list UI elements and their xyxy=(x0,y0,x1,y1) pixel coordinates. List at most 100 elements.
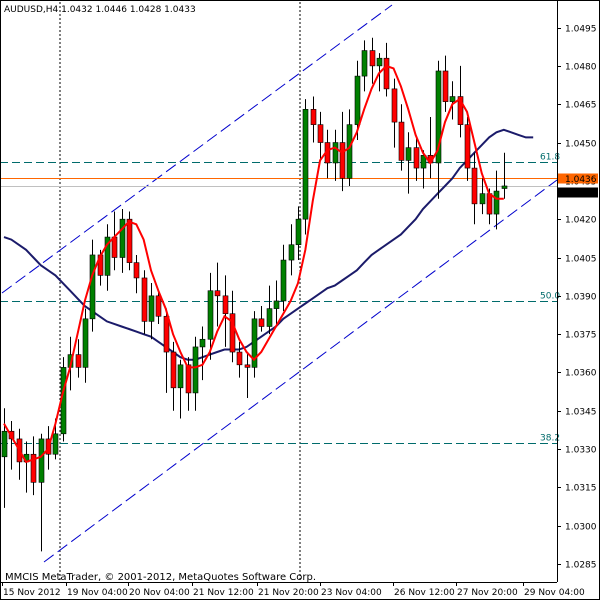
candle-body xyxy=(339,142,346,179)
candle-body xyxy=(155,295,162,317)
x-tick-label: 29 Nov 04:00 xyxy=(524,588,585,598)
y-tick-label: 1.0390 xyxy=(565,293,597,303)
fast-ma-line xyxy=(3,64,504,464)
bullish-candle xyxy=(288,224,295,276)
candle-body xyxy=(457,96,464,125)
bullish-candle xyxy=(501,152,508,199)
y-tick-label: 1.0480 xyxy=(565,63,597,73)
bearish-candle xyxy=(383,42,390,97)
bullish-candle xyxy=(38,433,45,552)
y-tick-label: 1.0360 xyxy=(565,369,597,379)
fib-level-label: 38.2 xyxy=(540,434,560,444)
bid-price-box xyxy=(558,173,598,184)
bearish-candle xyxy=(317,111,324,161)
bullish-candle xyxy=(251,311,258,378)
y-tick-label: 1.0420 xyxy=(565,216,597,226)
x-tick-label: 23 Nov 04:00 xyxy=(321,588,382,598)
fast-moving-average xyxy=(3,64,504,464)
price-labels: 1.0436 1.0433 xyxy=(558,173,598,199)
candle-body xyxy=(383,57,390,90)
candle-body xyxy=(317,124,324,143)
bearish-candle xyxy=(185,357,192,411)
bullish-candle xyxy=(273,280,280,327)
candle-body xyxy=(464,124,471,169)
candle-body xyxy=(185,364,192,394)
bullish-candle xyxy=(361,40,368,92)
x-tick-label: 19 Nov 04:00 xyxy=(67,588,128,598)
y-tick-label: 1.0330 xyxy=(565,446,597,456)
candle-body xyxy=(449,96,456,102)
bullish-candle xyxy=(199,326,206,381)
x-tick-label: 26 Nov 12:00 xyxy=(394,588,455,598)
bullish-candle xyxy=(192,336,199,411)
bearish-candle xyxy=(214,262,221,327)
candle-body xyxy=(391,88,398,123)
channel-lower-line xyxy=(43,179,558,563)
candle-body xyxy=(501,185,508,189)
bullish-candle xyxy=(119,208,126,273)
candles xyxy=(1,37,508,552)
candle-body xyxy=(133,262,140,279)
candle-body xyxy=(479,193,486,205)
candle-body xyxy=(148,295,155,322)
fib-level-label: 50.0 xyxy=(540,292,560,302)
candle-body xyxy=(30,453,37,483)
candle-body xyxy=(104,236,111,276)
y-tick-label: 1.0345 xyxy=(565,408,597,418)
bullish-candle xyxy=(435,60,442,199)
y-tick-label: 1.0300 xyxy=(565,523,597,533)
bearish-candle xyxy=(163,308,170,393)
bullish-candle xyxy=(405,132,412,194)
copyright-text: MMCIS MetaTrader, © 2001-2012, MetaQuote… xyxy=(5,572,316,583)
candle-body xyxy=(163,315,170,353)
y-tick-label: 1.0315 xyxy=(565,484,597,494)
candle-body xyxy=(258,318,265,327)
bearish-candle xyxy=(170,341,177,411)
y-tick-label: 1.0450 xyxy=(565,140,597,150)
candle-body xyxy=(38,438,45,483)
candle-body xyxy=(141,277,148,322)
y-tick-label: 1.0465 xyxy=(565,101,597,111)
candle-body xyxy=(273,300,280,309)
bearish-candle xyxy=(30,436,37,496)
bullish-candle xyxy=(207,272,214,360)
candle-body xyxy=(369,50,376,67)
y-tick-label: 1.0285 xyxy=(565,561,597,571)
candle-body xyxy=(486,193,493,215)
bullish-candle xyxy=(89,239,96,332)
x-tick-label: 27 Nov 20:00 xyxy=(457,588,518,598)
candle-body xyxy=(244,364,251,368)
price-lines xyxy=(0,178,557,187)
candle-body xyxy=(111,236,118,258)
candle-body xyxy=(126,218,133,263)
candle-body xyxy=(199,338,206,348)
bearish-candle xyxy=(369,37,376,84)
candle-body xyxy=(471,167,478,205)
bearish-candle xyxy=(398,104,405,171)
chart-title: AUDUSD,H4 1.0432 1.0446 1.0428 1.0433 xyxy=(4,5,196,15)
bearish-candle xyxy=(126,211,133,271)
bullish-candle xyxy=(280,244,287,312)
candle-body xyxy=(332,142,339,164)
bearish-candle xyxy=(236,341,243,378)
current-price-box xyxy=(558,187,598,198)
candle-body xyxy=(236,351,243,366)
candle-body xyxy=(251,318,258,368)
candle-body xyxy=(222,295,229,315)
candle-body xyxy=(398,121,405,161)
candle-body xyxy=(346,124,353,179)
candle-body xyxy=(170,351,177,389)
trend-channel xyxy=(1,4,558,563)
bullish-candle xyxy=(295,206,302,261)
candle-body xyxy=(435,70,442,164)
bearish-candle xyxy=(471,152,478,225)
candle-body xyxy=(420,155,427,169)
x-tick-label: 20 Nov 04:00 xyxy=(129,588,190,598)
candle-body xyxy=(266,308,273,327)
candle-body xyxy=(413,147,420,169)
bullish-candle xyxy=(493,170,500,230)
bullish-candle xyxy=(479,178,486,215)
bearish-candle xyxy=(75,339,82,378)
